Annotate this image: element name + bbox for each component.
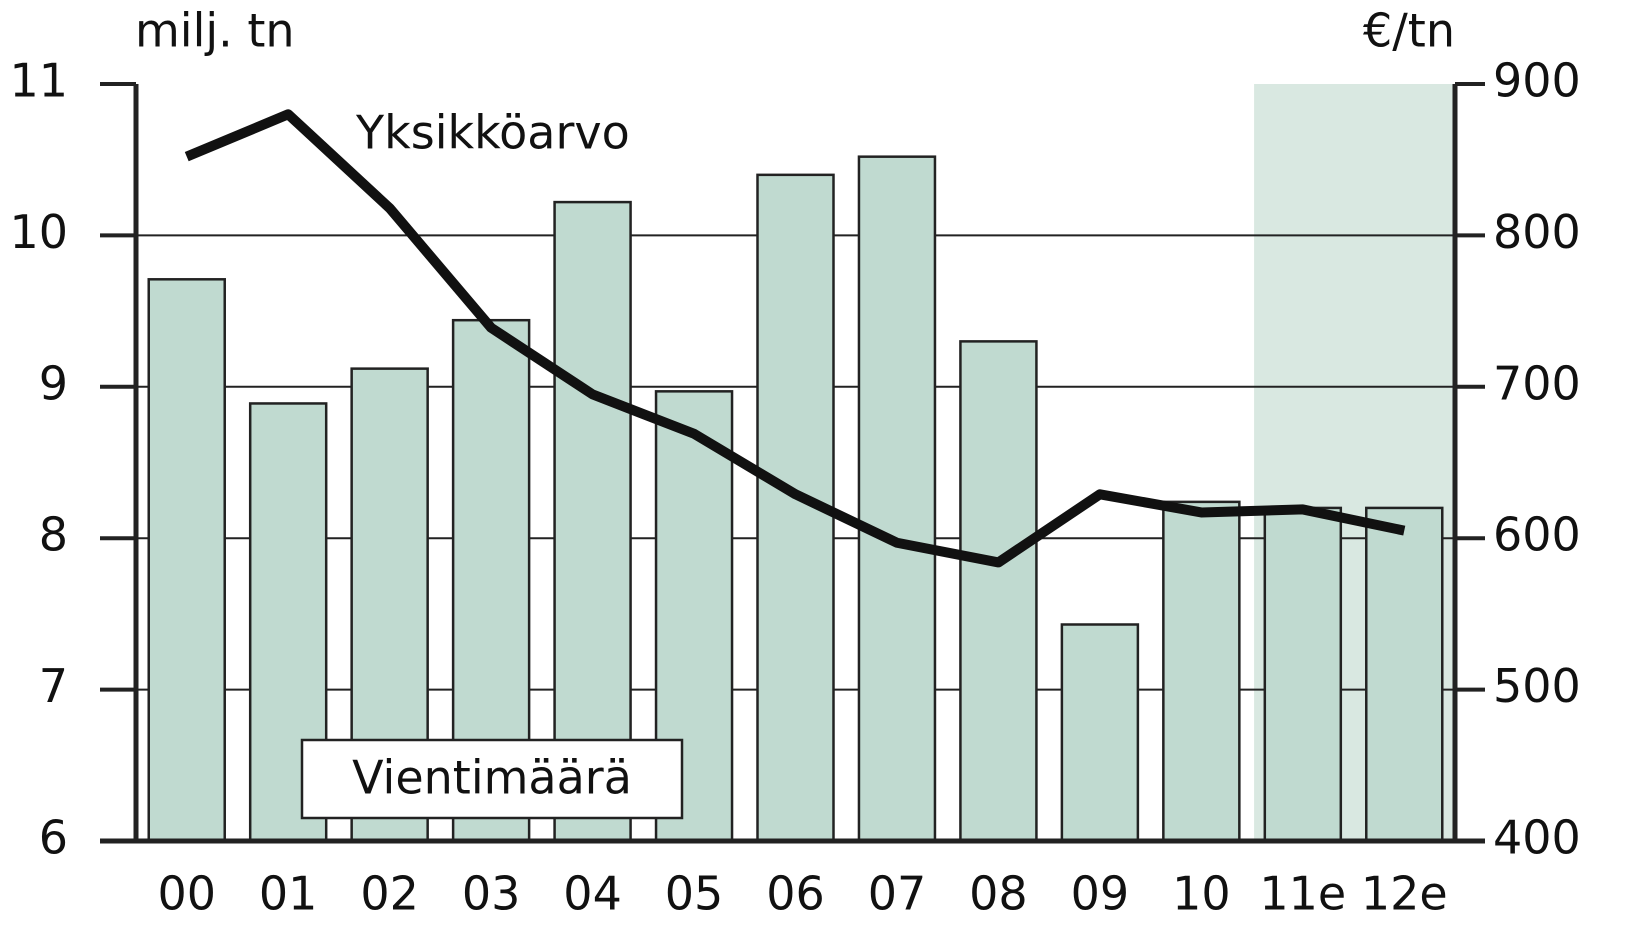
y2-axis-label: €/tn xyxy=(1363,4,1455,58)
x-tick-label: 09 xyxy=(1071,867,1130,921)
line-label: Yksikköarvo xyxy=(355,106,630,160)
legend-label: Vientimäärä xyxy=(352,751,632,805)
x-tick-label: 01 xyxy=(259,867,318,921)
y2-tick-label: 400 xyxy=(1493,811,1581,865)
y-tick-label: 10 xyxy=(9,205,68,259)
bar xyxy=(1365,506,1444,843)
x-tick-label: 12e xyxy=(1361,867,1448,921)
y-tick-label: 8 xyxy=(39,508,68,562)
x-tick-label: 02 xyxy=(360,867,419,921)
bar xyxy=(553,200,632,843)
y2-tick-label: 800 xyxy=(1493,205,1581,259)
line xyxy=(184,109,1406,568)
x-tick-label: 03 xyxy=(462,867,521,921)
x-tick-label: 05 xyxy=(665,867,724,921)
x-tick-label: 00 xyxy=(157,867,216,921)
x-tick-label: 07 xyxy=(868,867,927,921)
bar xyxy=(147,278,226,843)
y-tick-label: 6 xyxy=(39,811,68,865)
y2-tick-label: 700 xyxy=(1493,356,1581,410)
y2-tick-label: 500 xyxy=(1493,659,1581,713)
y-tick-label: 11 xyxy=(9,54,68,108)
y-tick-label: 7 xyxy=(39,659,68,713)
bar xyxy=(1060,623,1140,843)
x-tick-label: 06 xyxy=(766,867,825,921)
bar xyxy=(959,340,1038,843)
bar xyxy=(1162,500,1241,843)
x-tick-label: 11e xyxy=(1259,867,1346,921)
y-tick-label: 9 xyxy=(39,356,68,410)
y2-tick-label: 900 xyxy=(1493,54,1581,108)
y-axis-label: milj. tn xyxy=(135,4,295,58)
x-tick-label: 10 xyxy=(1172,867,1231,921)
legend-box xyxy=(300,738,684,820)
y2-tick-label: 600 xyxy=(1493,508,1581,562)
x-tick-label: 04 xyxy=(563,867,622,921)
bar xyxy=(857,155,937,843)
x-tick-label: 08 xyxy=(969,867,1028,921)
bar xyxy=(1263,506,1343,843)
